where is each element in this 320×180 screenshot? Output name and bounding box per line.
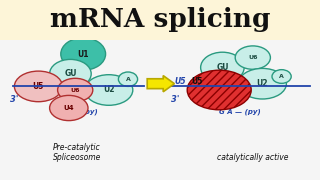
Text: Pre-catalytic
Spliceosome: Pre-catalytic Spliceosome (52, 143, 101, 162)
Text: catalytically active: catalytically active (217, 153, 289, 162)
Ellipse shape (235, 46, 270, 69)
Text: A: A (125, 77, 131, 82)
Ellipse shape (14, 71, 62, 102)
Text: GU: GU (216, 63, 229, 72)
Text: U6: U6 (248, 55, 258, 60)
Text: U4: U4 (63, 105, 74, 111)
Text: U5: U5 (33, 82, 44, 91)
Ellipse shape (50, 59, 91, 88)
FancyBboxPatch shape (0, 0, 320, 40)
Ellipse shape (61, 38, 106, 70)
Ellipse shape (272, 70, 291, 83)
Ellipse shape (50, 95, 88, 121)
Text: U2: U2 (257, 79, 268, 88)
Text: U6: U6 (70, 87, 80, 93)
Text: A: A (279, 74, 284, 79)
Ellipse shape (187, 70, 251, 110)
Ellipse shape (201, 52, 244, 83)
Text: U5: U5 (174, 77, 186, 86)
Ellipse shape (238, 68, 286, 99)
FancyArrow shape (147, 76, 174, 92)
Text: G A — (py): G A — (py) (56, 108, 98, 115)
Text: U1: U1 (77, 50, 89, 59)
Ellipse shape (58, 78, 93, 102)
Text: GU: GU (64, 69, 77, 78)
Text: 3': 3' (10, 95, 18, 104)
Text: G A — (py): G A — (py) (219, 108, 261, 115)
Text: U2: U2 (103, 86, 115, 94)
Ellipse shape (85, 75, 133, 105)
Ellipse shape (118, 72, 138, 86)
Text: 3': 3' (171, 95, 180, 104)
Text: mRNA splicing: mRNA splicing (50, 7, 270, 32)
Text: U5: U5 (191, 77, 203, 86)
